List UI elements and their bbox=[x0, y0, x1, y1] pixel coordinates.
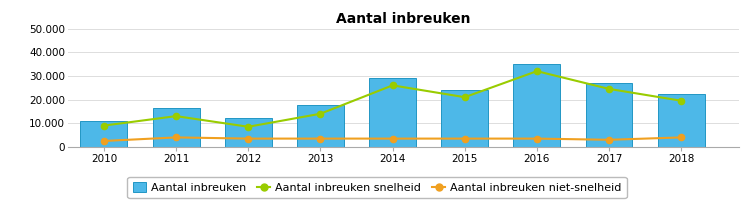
Title: Aantal inbreuken: Aantal inbreuken bbox=[336, 12, 470, 26]
Bar bbox=[586, 83, 633, 147]
Bar bbox=[657, 94, 705, 147]
Bar bbox=[152, 108, 200, 147]
Bar bbox=[513, 64, 560, 147]
Bar bbox=[225, 119, 271, 147]
Legend: Aantal inbreuken, Aantal inbreuken snelheid, Aantal inbreuken niet-snelheid: Aantal inbreuken, Aantal inbreuken snelh… bbox=[127, 177, 627, 198]
Bar bbox=[441, 90, 488, 147]
Bar bbox=[297, 105, 344, 147]
Bar bbox=[81, 121, 127, 147]
Bar bbox=[369, 78, 416, 147]
